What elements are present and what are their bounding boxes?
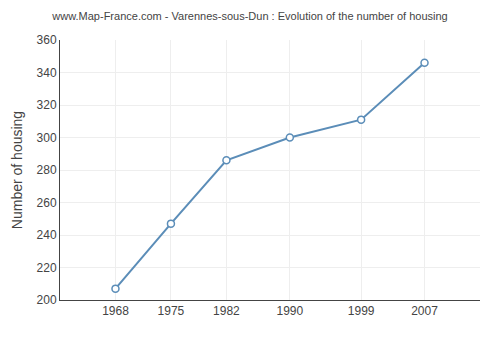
svg-text:360: 360 — [37, 33, 57, 47]
svg-text:340: 340 — [37, 66, 57, 80]
svg-text:2007: 2007 — [411, 304, 438, 318]
svg-text:320: 320 — [37, 98, 57, 112]
svg-text:280: 280 — [37, 163, 57, 177]
svg-text:300: 300 — [37, 131, 57, 145]
svg-text:200: 200 — [37, 293, 57, 307]
svg-text:1982: 1982 — [213, 304, 240, 318]
svg-text:1990: 1990 — [276, 304, 303, 318]
svg-text:1999: 1999 — [348, 304, 375, 318]
svg-text:240: 240 — [37, 228, 57, 242]
svg-text:www.Map-France.com - Varennes-: www.Map-France.com - Varennes-sous-Dun :… — [51, 10, 447, 22]
svg-text:220: 220 — [37, 261, 57, 275]
svg-text:Number of housing: Number of housing — [9, 111, 25, 229]
svg-text:1975: 1975 — [158, 304, 185, 318]
svg-text:1968: 1968 — [102, 304, 129, 318]
svg-text:260: 260 — [37, 196, 57, 210]
